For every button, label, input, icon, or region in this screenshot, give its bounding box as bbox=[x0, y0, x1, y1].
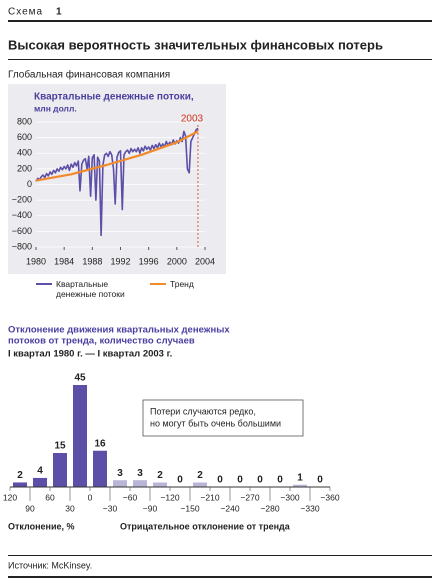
x-tick-label: −240 bbox=[220, 503, 239, 513]
value-label: 2 bbox=[17, 470, 23, 481]
value-label: 45 bbox=[74, 373, 86, 384]
x-tick-label: −60 bbox=[123, 492, 138, 502]
source: Источник: McKinsey. bbox=[8, 560, 92, 570]
x-axis-label: Отрицательное отклонение от тренда bbox=[120, 521, 291, 531]
y-tick-label: −400 bbox=[12, 210, 32, 220]
figure-label: Схема bbox=[8, 7, 43, 18]
value-label: 0 bbox=[237, 475, 243, 486]
x-tick-label: −280 bbox=[260, 503, 279, 513]
value-label: 3 bbox=[117, 468, 123, 479]
x-tick-label: −210 bbox=[200, 492, 219, 502]
y-tick-label: 0 bbox=[27, 179, 32, 189]
value-label: 0 bbox=[277, 475, 283, 486]
value-label: 2 bbox=[157, 470, 163, 481]
x-tick-label: −120 bbox=[160, 492, 179, 502]
x-tick-label: 2000 bbox=[167, 256, 187, 266]
rule bbox=[8, 576, 432, 578]
annotation: Потери случаются редко, bbox=[150, 406, 256, 416]
annotation: 2003 bbox=[181, 114, 204, 125]
rule bbox=[8, 59, 432, 60]
chart-title: Отклонение движения квартальных денежных bbox=[8, 325, 230, 336]
value-label: 0 bbox=[317, 475, 323, 486]
bar bbox=[33, 477, 47, 487]
x-tick-label: 1996 bbox=[139, 256, 159, 266]
value-label: 0 bbox=[217, 475, 223, 486]
value-label: 3 bbox=[137, 468, 143, 479]
figure-number: 1 bbox=[56, 7, 62, 18]
bar bbox=[13, 482, 27, 487]
x-tick-label: −30 bbox=[103, 503, 118, 513]
y-tick-label: 400 bbox=[17, 148, 32, 158]
y-tick-label: 800 bbox=[17, 116, 32, 126]
legend-label: Квартальные денежные потоки bbox=[56, 279, 125, 299]
x-tick-label: 0 bbox=[88, 492, 93, 502]
x-axis-label: Отклонение, % bbox=[8, 521, 75, 531]
bar bbox=[113, 480, 127, 487]
y-tick-label: −200 bbox=[12, 195, 32, 205]
rule bbox=[8, 555, 432, 556]
bar bbox=[133, 480, 147, 487]
bar bbox=[93, 450, 107, 487]
bar bbox=[53, 453, 67, 487]
bar bbox=[153, 482, 167, 487]
x-tick-label: −90 bbox=[143, 503, 158, 513]
chart-subtitle: I квартал 1980 г. — I квартал 2003 г. bbox=[8, 349, 172, 360]
value-label: 16 bbox=[94, 438, 106, 449]
subtitle: Глобальная финансовая компания bbox=[8, 69, 170, 81]
y-tick-label: −800 bbox=[12, 241, 32, 251]
x-tick-label: 120 bbox=[3, 492, 17, 502]
x-tick-label: 1988 bbox=[82, 256, 102, 266]
title: Высокая вероятность значительных финансо… bbox=[8, 37, 383, 52]
value-label: 4 bbox=[37, 466, 43, 477]
chart-title: Квартальные денежные потоки, bbox=[34, 92, 194, 103]
y-tick-label: 200 bbox=[17, 163, 32, 173]
y-tick-label: −600 bbox=[12, 226, 32, 236]
x-tick-label: −360 bbox=[320, 492, 339, 502]
legend-label: Тренд bbox=[170, 279, 194, 289]
x-tick-label: 2004 bbox=[195, 256, 215, 266]
bar bbox=[293, 484, 307, 487]
value-label: 15 bbox=[54, 441, 66, 452]
value-label: 2 bbox=[197, 470, 203, 481]
x-tick-label: 1980 bbox=[26, 256, 46, 266]
bar bbox=[73, 385, 87, 487]
annotation-box bbox=[142, 399, 304, 437]
x-tick-label: 1984 bbox=[54, 256, 74, 266]
value-label: 0 bbox=[257, 475, 263, 486]
bar bbox=[193, 482, 207, 487]
y-tick-label: 600 bbox=[17, 132, 32, 142]
value-label: 0 bbox=[177, 475, 183, 486]
x-tick-label: 1992 bbox=[110, 256, 130, 266]
x-tick-label: −330 bbox=[300, 503, 319, 513]
annotation: но могут быть очень большими bbox=[150, 418, 281, 428]
x-tick-label: 30 bbox=[65, 503, 75, 513]
x-tick-label: 90 bbox=[25, 503, 35, 513]
chart-subtitle: млн долл. bbox=[34, 103, 77, 113]
x-tick-label: −270 bbox=[240, 492, 259, 502]
rule bbox=[8, 20, 432, 22]
value-label: 1 bbox=[297, 472, 303, 483]
series-line bbox=[35, 130, 199, 182]
x-tick-label: −300 bbox=[280, 492, 299, 502]
x-tick-label: 60 bbox=[45, 492, 55, 502]
x-tick-label: −150 bbox=[180, 503, 199, 513]
chart-title: потоков от тренда, количество случаев bbox=[8, 336, 195, 347]
